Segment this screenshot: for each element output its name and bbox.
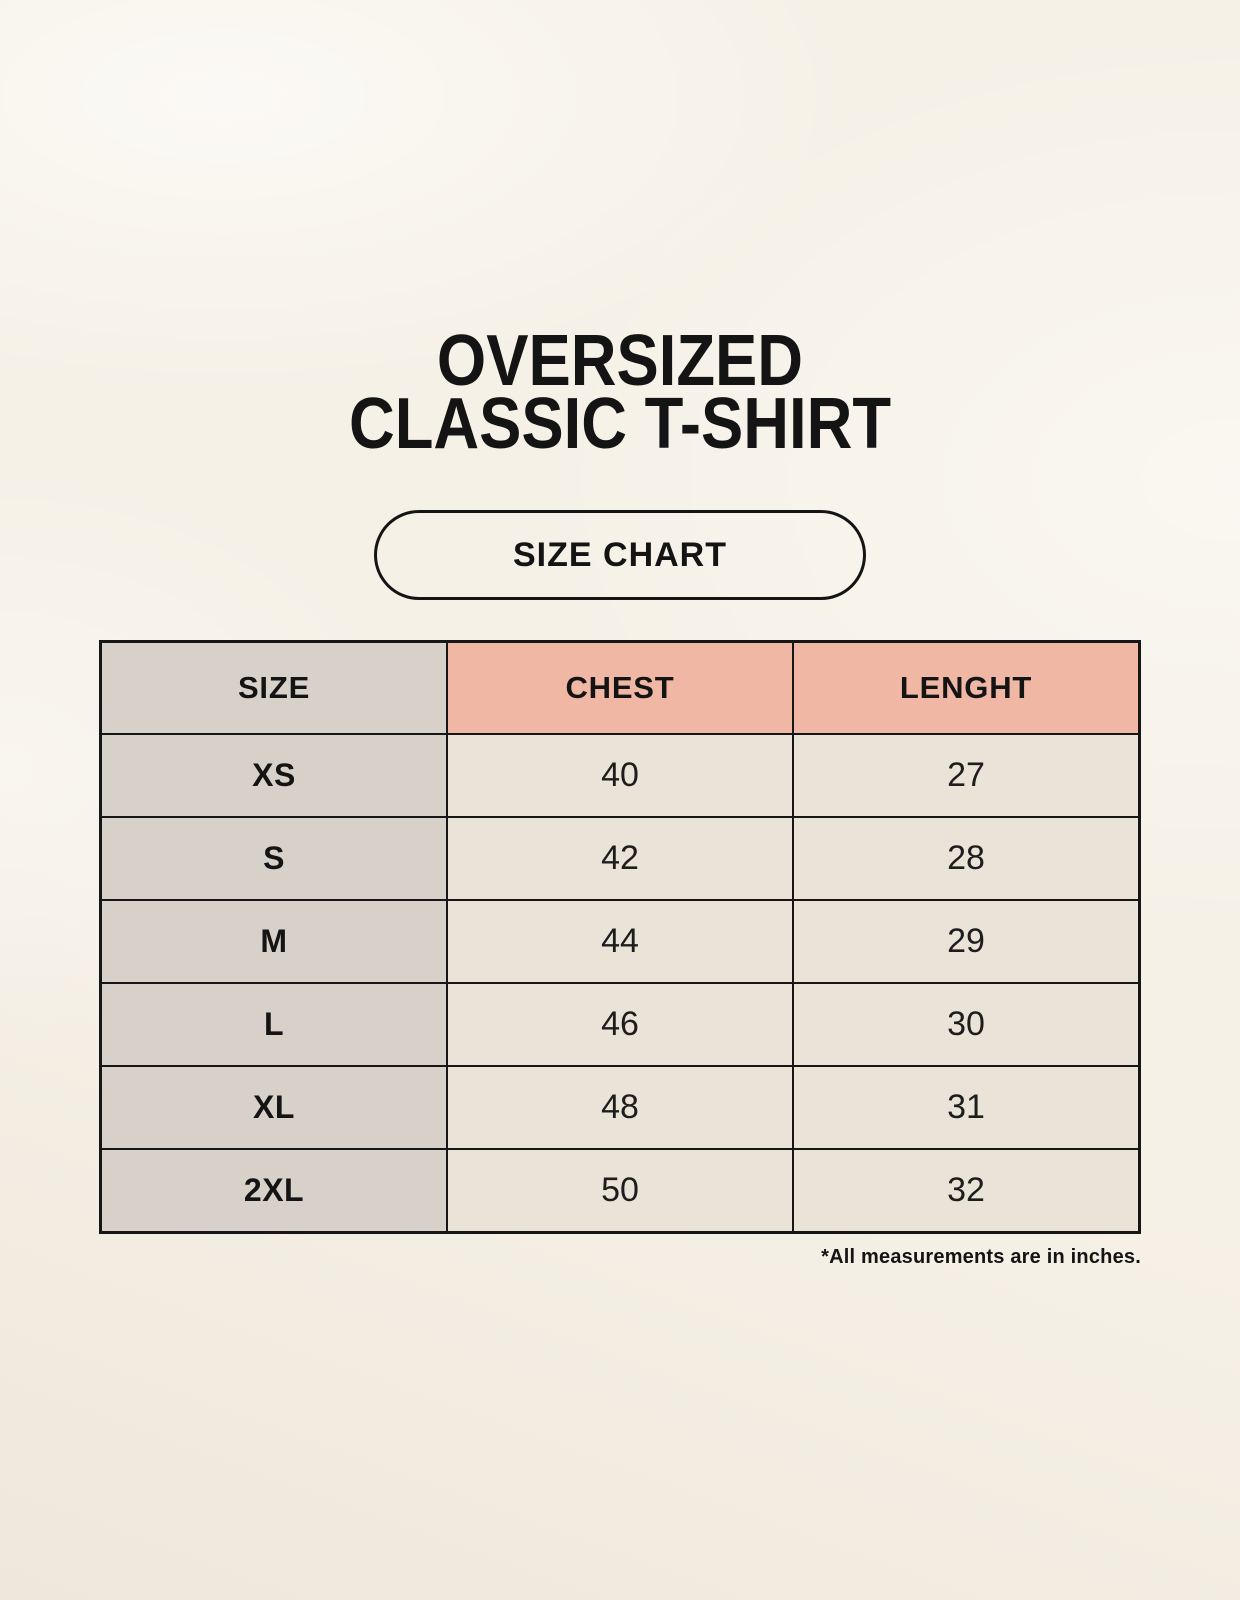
size-label-cell: 2XL (102, 1150, 446, 1231)
chest-value-cell: 40 (448, 735, 792, 816)
size-table-section: SIZE CHEST LENGHT XS 40 27 S 42 28 M 44 … (99, 640, 1141, 1269)
lenght-value-cell: 27 (794, 735, 1138, 816)
lenght-value-cell: 31 (794, 1067, 1138, 1148)
lenght-value-cell: 30 (794, 984, 1138, 1065)
size-chart-badge[interactable]: SIZE CHART (374, 510, 866, 600)
size-label-cell: XS (102, 735, 446, 816)
size-table: SIZE CHEST LENGHT XS 40 27 S 42 28 M 44 … (99, 640, 1141, 1234)
chest-value-cell: 44 (448, 901, 792, 982)
header-cell-lenght: LENGHT (794, 643, 1138, 733)
product-title-line-2: CLASSIC T-SHIRT (348, 384, 892, 464)
size-label-cell: L (102, 984, 446, 1065)
chest-value-cell: 46 (448, 984, 792, 1065)
product-title: OVERSIZED CLASSIC T-SHIRT (0, 321, 1240, 464)
lenght-value-cell: 32 (794, 1150, 1138, 1231)
size-label-cell: S (102, 818, 446, 899)
chest-value-cell: 50 (448, 1150, 792, 1231)
size-label-cell: M (102, 901, 446, 982)
chest-value-cell: 42 (448, 818, 792, 899)
lenght-value-cell: 28 (794, 818, 1138, 899)
size-label-cell: XL (102, 1067, 446, 1148)
chest-value-cell: 48 (448, 1067, 792, 1148)
size-chart-badge-label: SIZE CHART (513, 535, 727, 574)
header-cell-chest: CHEST (448, 643, 792, 733)
header-block: OVERSIZED CLASSIC T-SHIRT SIZE CHART (0, 321, 1240, 600)
measurements-footnote: *All measurements are in inches. (821, 1246, 1141, 1268)
product-title-line-1: OVERSIZED (436, 321, 804, 401)
lenght-value-cell: 29 (794, 901, 1138, 982)
header-cell-size: SIZE (102, 643, 446, 733)
